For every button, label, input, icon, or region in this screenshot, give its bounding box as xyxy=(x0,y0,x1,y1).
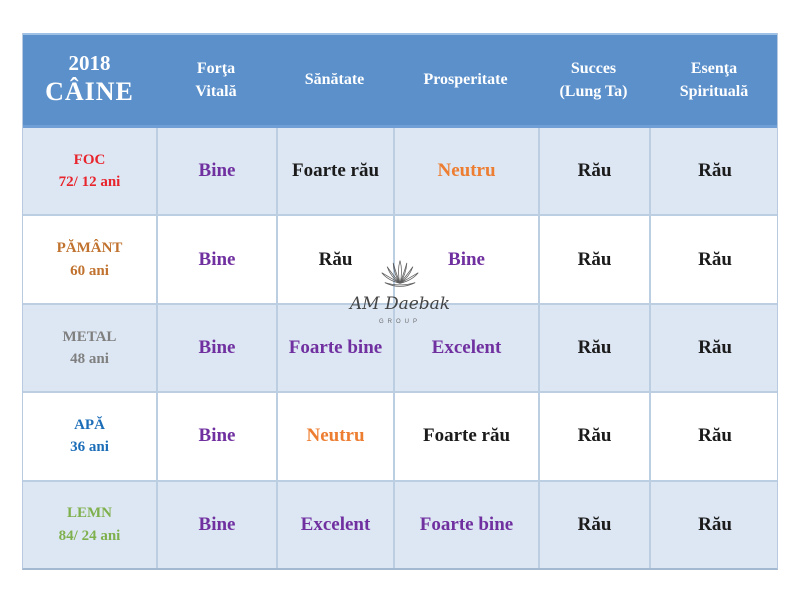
table-title-cell: 2018 CÂINE xyxy=(23,35,156,125)
table-header-row: 2018 CÂINE Forţa Vitală Sănătate Prosper… xyxy=(23,33,777,128)
column-header-forta-vitala: Forţa Vitală xyxy=(195,59,237,100)
cell-apa-prosperitate: Foarte rău xyxy=(393,393,538,480)
table-row-metal: METAL 48 ani Bine Foarte bine Excelent R… xyxy=(23,302,779,392)
element-years: 48 ani xyxy=(70,351,109,368)
cell-foc-succes: Rău xyxy=(538,128,649,215)
row-header-apa: APĂ 36 ani xyxy=(23,393,156,479)
cell-lemn-forta-vitala: Bine xyxy=(156,481,276,569)
cell-pamant-prosperitate: Bine xyxy=(393,216,538,303)
cell-lemn-sanatate: Excelent xyxy=(276,481,393,569)
zodiac-label: CÂINE xyxy=(45,77,134,107)
zodiac-fortune-table: 2018 CÂINE Forţa Vitală Sănătate Prosper… xyxy=(22,33,778,570)
cell-metal-succes: Rău xyxy=(538,304,649,392)
cell-apa-esenta: Rău xyxy=(649,393,779,480)
cell-metal-forta-vitala: Bine xyxy=(156,304,276,392)
cell-foc-esenta: Rău xyxy=(649,128,779,215)
cell-metal-sanatate: Foarte bine xyxy=(276,304,393,392)
table-row-lemn: LEMN 84/ 24 ani Bine Excelent Foarte bin… xyxy=(23,479,779,569)
element-name: APĂ xyxy=(74,416,105,433)
cell-foc-sanatate: Foarte rău xyxy=(276,128,393,215)
element-name: FOC xyxy=(73,151,106,168)
cell-apa-sanatate: Neutru xyxy=(276,393,393,480)
element-years: 72/ 12 ani xyxy=(58,174,121,191)
column-header-esenta-spirituala: Esenţa Spirituală xyxy=(679,59,749,100)
column-header-sanatate: Sănătate xyxy=(304,71,365,89)
element-years: 36 ani xyxy=(70,439,109,456)
cell-metal-prosperitate: Excelent xyxy=(393,304,538,392)
row-header-foc: FOC 72/ 12 ani xyxy=(23,128,156,214)
cell-lemn-succes: Rău xyxy=(538,481,649,569)
cell-pamant-succes: Rău xyxy=(538,216,649,303)
cell-foc-prosperitate: Neutru xyxy=(393,128,538,215)
element-years: 60 ani xyxy=(70,262,109,279)
element-name: LEMN xyxy=(67,505,112,522)
cell-pamant-esenta: Rău xyxy=(649,216,779,303)
table-row-pamant: PĂMÂNT 60 ani Bine Rău Bine Rău Rău xyxy=(23,214,779,303)
cell-apa-succes: Rău xyxy=(538,393,649,480)
year-label: 2018 xyxy=(68,51,111,76)
row-header-metal: METAL 48 ani xyxy=(23,305,156,391)
cell-pamant-forta-vitala: Bine xyxy=(156,216,276,303)
element-years: 84/ 24 ani xyxy=(58,527,121,544)
cell-foc-forta-vitala: Bine xyxy=(156,128,276,215)
table-row-foc: FOC 72/ 12 ani Bine Foarte rău Neutru Ră… xyxy=(23,128,779,215)
column-header-succes: Succes (Lung Ta) xyxy=(559,59,628,100)
column-header-prosperitate: Prosperitate xyxy=(423,71,508,89)
cell-lemn-esenta: Rău xyxy=(649,481,779,569)
row-header-pamant: PĂMÂNT 60 ani xyxy=(23,216,156,302)
cell-lemn-prosperitate: Foarte bine xyxy=(393,481,538,569)
row-header-lemn: LEMN 84/ 24 ani xyxy=(23,482,156,568)
table-row-apa: APĂ 36 ani Bine Neutru Foarte rău Rău Ră… xyxy=(23,391,779,480)
cell-pamant-sanatate: Rău xyxy=(276,216,393,303)
cell-apa-forta-vitala: Bine xyxy=(156,393,276,480)
element-name: METAL xyxy=(62,328,117,345)
table-body: FOC 72/ 12 ani Bine Foarte rău Neutru Ră… xyxy=(23,128,779,569)
cell-metal-esenta: Rău xyxy=(649,304,779,392)
element-name: PĂMÂNT xyxy=(56,240,123,257)
